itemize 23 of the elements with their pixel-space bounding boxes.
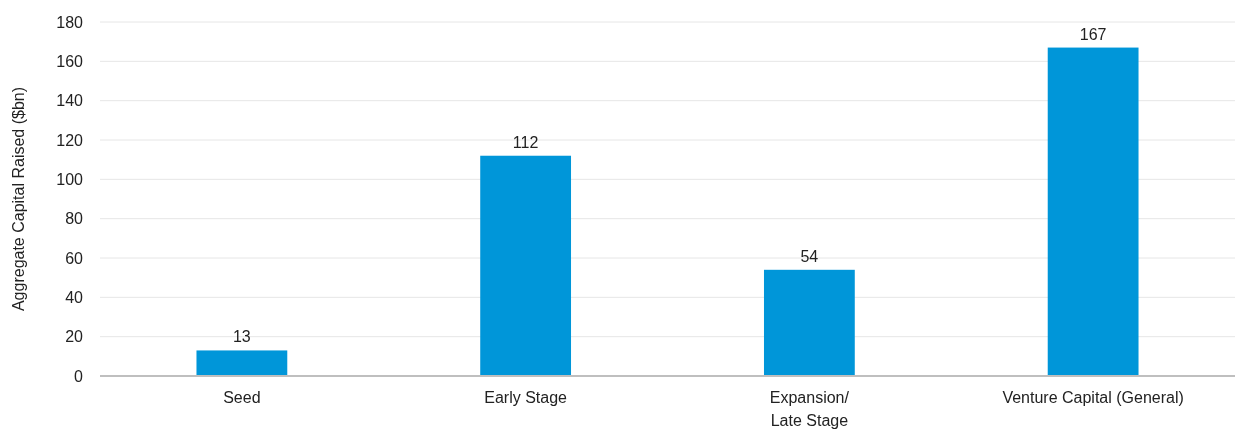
bar bbox=[480, 155, 572, 376]
y-tick-label: 80 bbox=[65, 210, 84, 228]
y-tick-label: 20 bbox=[65, 328, 84, 346]
y-tick-label: 0 bbox=[74, 367, 84, 385]
data-label: 167 bbox=[1079, 25, 1107, 43]
bar bbox=[763, 269, 855, 376]
y-tick-label: 140 bbox=[56, 92, 84, 110]
y-tick-label: 40 bbox=[65, 288, 84, 306]
data-label: 112 bbox=[512, 133, 539, 151]
y-axis-title: Aggregate Capital Raised ($bn) bbox=[10, 86, 27, 312]
y-tick-label: 120 bbox=[56, 131, 84, 149]
x-tick-label: Expansion/ Late Stage bbox=[769, 389, 850, 429]
x-tick-label: Venture Capital (General) bbox=[1002, 389, 1184, 406]
data-label: 54 bbox=[800, 247, 819, 265]
x-tick-label: Seed bbox=[223, 389, 261, 406]
y-tick-label: 180 bbox=[56, 13, 84, 31]
y-tick-label: 100 bbox=[56, 170, 84, 188]
bar bbox=[196, 350, 288, 376]
y-tick-label: 60 bbox=[65, 249, 84, 267]
bar bbox=[1047, 47, 1139, 376]
x-tick-label: Early Stage bbox=[484, 389, 568, 406]
y-tick-label: 160 bbox=[56, 52, 84, 70]
data-label: 13 bbox=[232, 328, 251, 346]
